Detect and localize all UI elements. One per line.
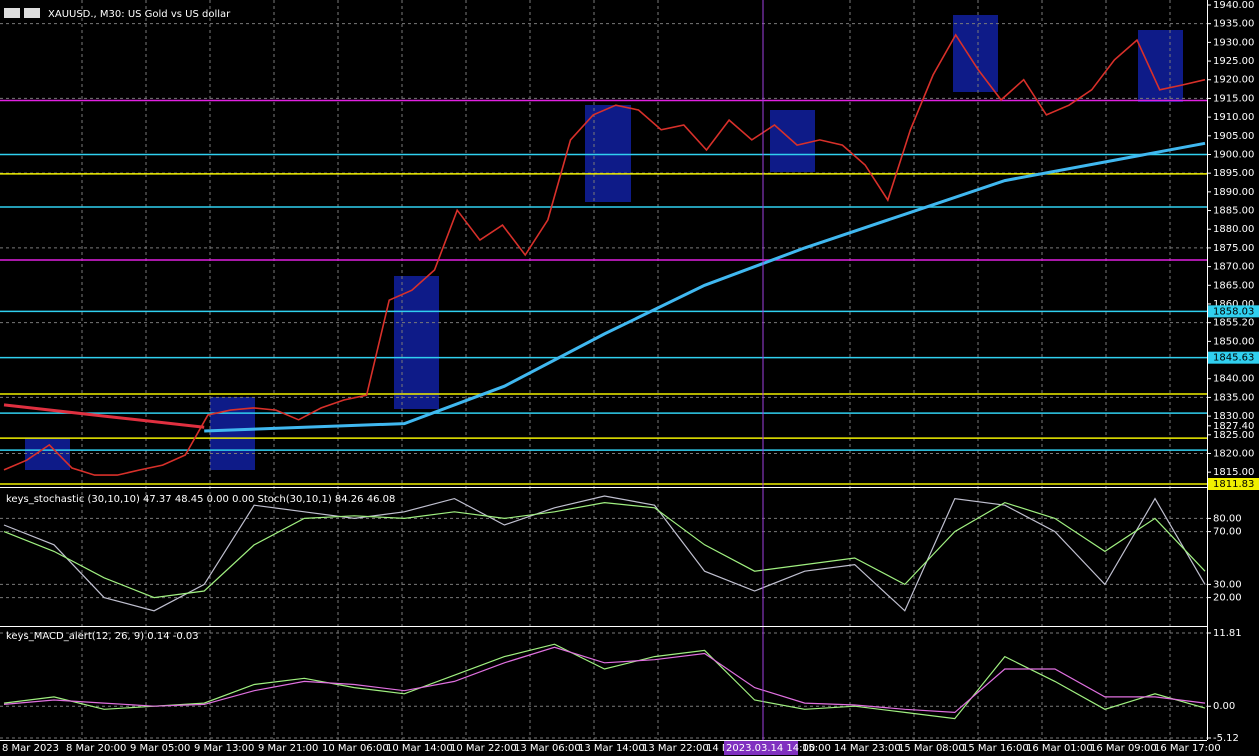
- y-tick-label: 1925.00: [1213, 56, 1254, 67]
- time-label: 9 Mar 05:00: [130, 743, 190, 754]
- time-label: 10 Mar 22:00: [450, 743, 517, 754]
- y-tick-label: 1855.20: [1213, 318, 1254, 329]
- moving-average: [204, 141, 1206, 433]
- time-label: 10 Mar 14:00: [386, 743, 453, 754]
- level-label: 1858.03: [1213, 306, 1254, 317]
- price-line: [3, 33, 1206, 476]
- time-label: 9 Mar 13:00: [194, 743, 254, 754]
- time-label: 16 Mar 17:00: [1154, 743, 1221, 754]
- time-label: 9 Mar 21:00: [258, 743, 318, 754]
- plot-layer: [0, 0, 1207, 740]
- y-tick-label: 1830.00: [1213, 411, 1254, 422]
- y-tick-label: 1900.00: [1213, 149, 1254, 160]
- y-tick-label: 1880.00: [1213, 224, 1254, 235]
- stochastic-line: [3, 495, 1206, 612]
- y-tick-label: 30.00: [1213, 579, 1242, 590]
- stochastic-line: [3, 501, 1206, 599]
- y-tick-label: 1920.00: [1213, 75, 1254, 86]
- macd-line: [3, 643, 1206, 720]
- time-label: 14 M: [706, 743, 731, 754]
- time-label: 15 Mar 08:00: [898, 743, 965, 754]
- y-tick-label: 1890.00: [1213, 187, 1254, 198]
- time-label: 10 Mar 06:00: [322, 743, 389, 754]
- y-tick-label: 0.00: [1213, 701, 1235, 712]
- time-label: 13 Mar 06:00: [514, 743, 581, 754]
- icon: [24, 8, 40, 18]
- chart-title: XAUUSD., M30: US Gold vs US dollar: [48, 9, 231, 20]
- time-label: 13 Mar 14:00: [578, 743, 645, 754]
- y-tick-label: 1820.00: [1213, 448, 1254, 459]
- icon: [4, 8, 20, 18]
- y-tick-label: 11.81: [1213, 628, 1242, 639]
- zone: [585, 105, 631, 202]
- y-tick-label: 1895.00: [1213, 168, 1254, 179]
- time-label: 15:00: [802, 743, 831, 754]
- time-label: 14 Mar 23:00: [834, 743, 901, 754]
- y-tick-label: 1870.00: [1213, 262, 1254, 273]
- indicator-title: keys_stochastic (30,10,10) 47.37 48.45 0…: [6, 494, 395, 505]
- y-tick-label: 70.00: [1213, 527, 1242, 538]
- y-tick-label: 1835.00: [1213, 392, 1254, 403]
- y-tick-label: 20.00: [1213, 593, 1242, 604]
- level-label-bg: [1208, 305, 1259, 318]
- y-tick-label: 1840.00: [1213, 374, 1254, 385]
- level-label: 1811.83: [1213, 479, 1254, 490]
- y-tick-label: 1860.00: [1213, 299, 1254, 310]
- macd-line: [3, 646, 1206, 714]
- y-tick-label: 1915.00: [1213, 93, 1254, 104]
- time-label: 13 Mar 22:00: [642, 743, 709, 754]
- y-tick-label: 1827.40: [1213, 421, 1254, 432]
- moving-average: [3, 403, 205, 429]
- cursor-label-bg: [724, 741, 798, 755]
- time-label: 15 Mar 16:00: [962, 743, 1029, 754]
- zone: [953, 15, 998, 92]
- y-tick-label: 1905.00: [1213, 131, 1254, 142]
- y-tick-label: 1815.00: [1213, 467, 1254, 478]
- y-tick-label: 1935.00: [1213, 19, 1254, 30]
- time-label: 16 Mar 09:00: [1090, 743, 1157, 754]
- y-tick-label: -5.12: [1213, 733, 1239, 744]
- level-label: 1845.63: [1213, 353, 1254, 364]
- level-label-bg: [1208, 478, 1259, 490]
- time-label: 16 Mar 01:00: [1026, 743, 1093, 754]
- zone: [1138, 30, 1183, 102]
- y-tick-label: 1940.00: [1213, 0, 1254, 11]
- y-tick-label: 80.00: [1213, 513, 1242, 524]
- zone: [25, 438, 70, 470]
- indicator-title: keys_MACD_alert(12, 26, 9) 0.14 -0.03: [6, 631, 199, 642]
- y-tick-label: 1885.00: [1213, 206, 1254, 217]
- y-tick-label: 1825.00: [1213, 430, 1254, 441]
- y-tick-label: 1875.00: [1213, 243, 1254, 254]
- y-tick-label: 1930.00: [1213, 37, 1254, 48]
- level-label-bg: [1208, 351, 1259, 364]
- y-tick-label: 1865.00: [1213, 280, 1254, 291]
- time-label: 8 Mar 2023: [2, 743, 59, 754]
- y-tick-label: 1850.00: [1213, 336, 1254, 347]
- cursor-label: 2023.03.14 14:00: [726, 743, 815, 754]
- y-tick-label: 1910.00: [1213, 112, 1254, 123]
- time-label: 8 Mar 20:00: [66, 743, 126, 754]
